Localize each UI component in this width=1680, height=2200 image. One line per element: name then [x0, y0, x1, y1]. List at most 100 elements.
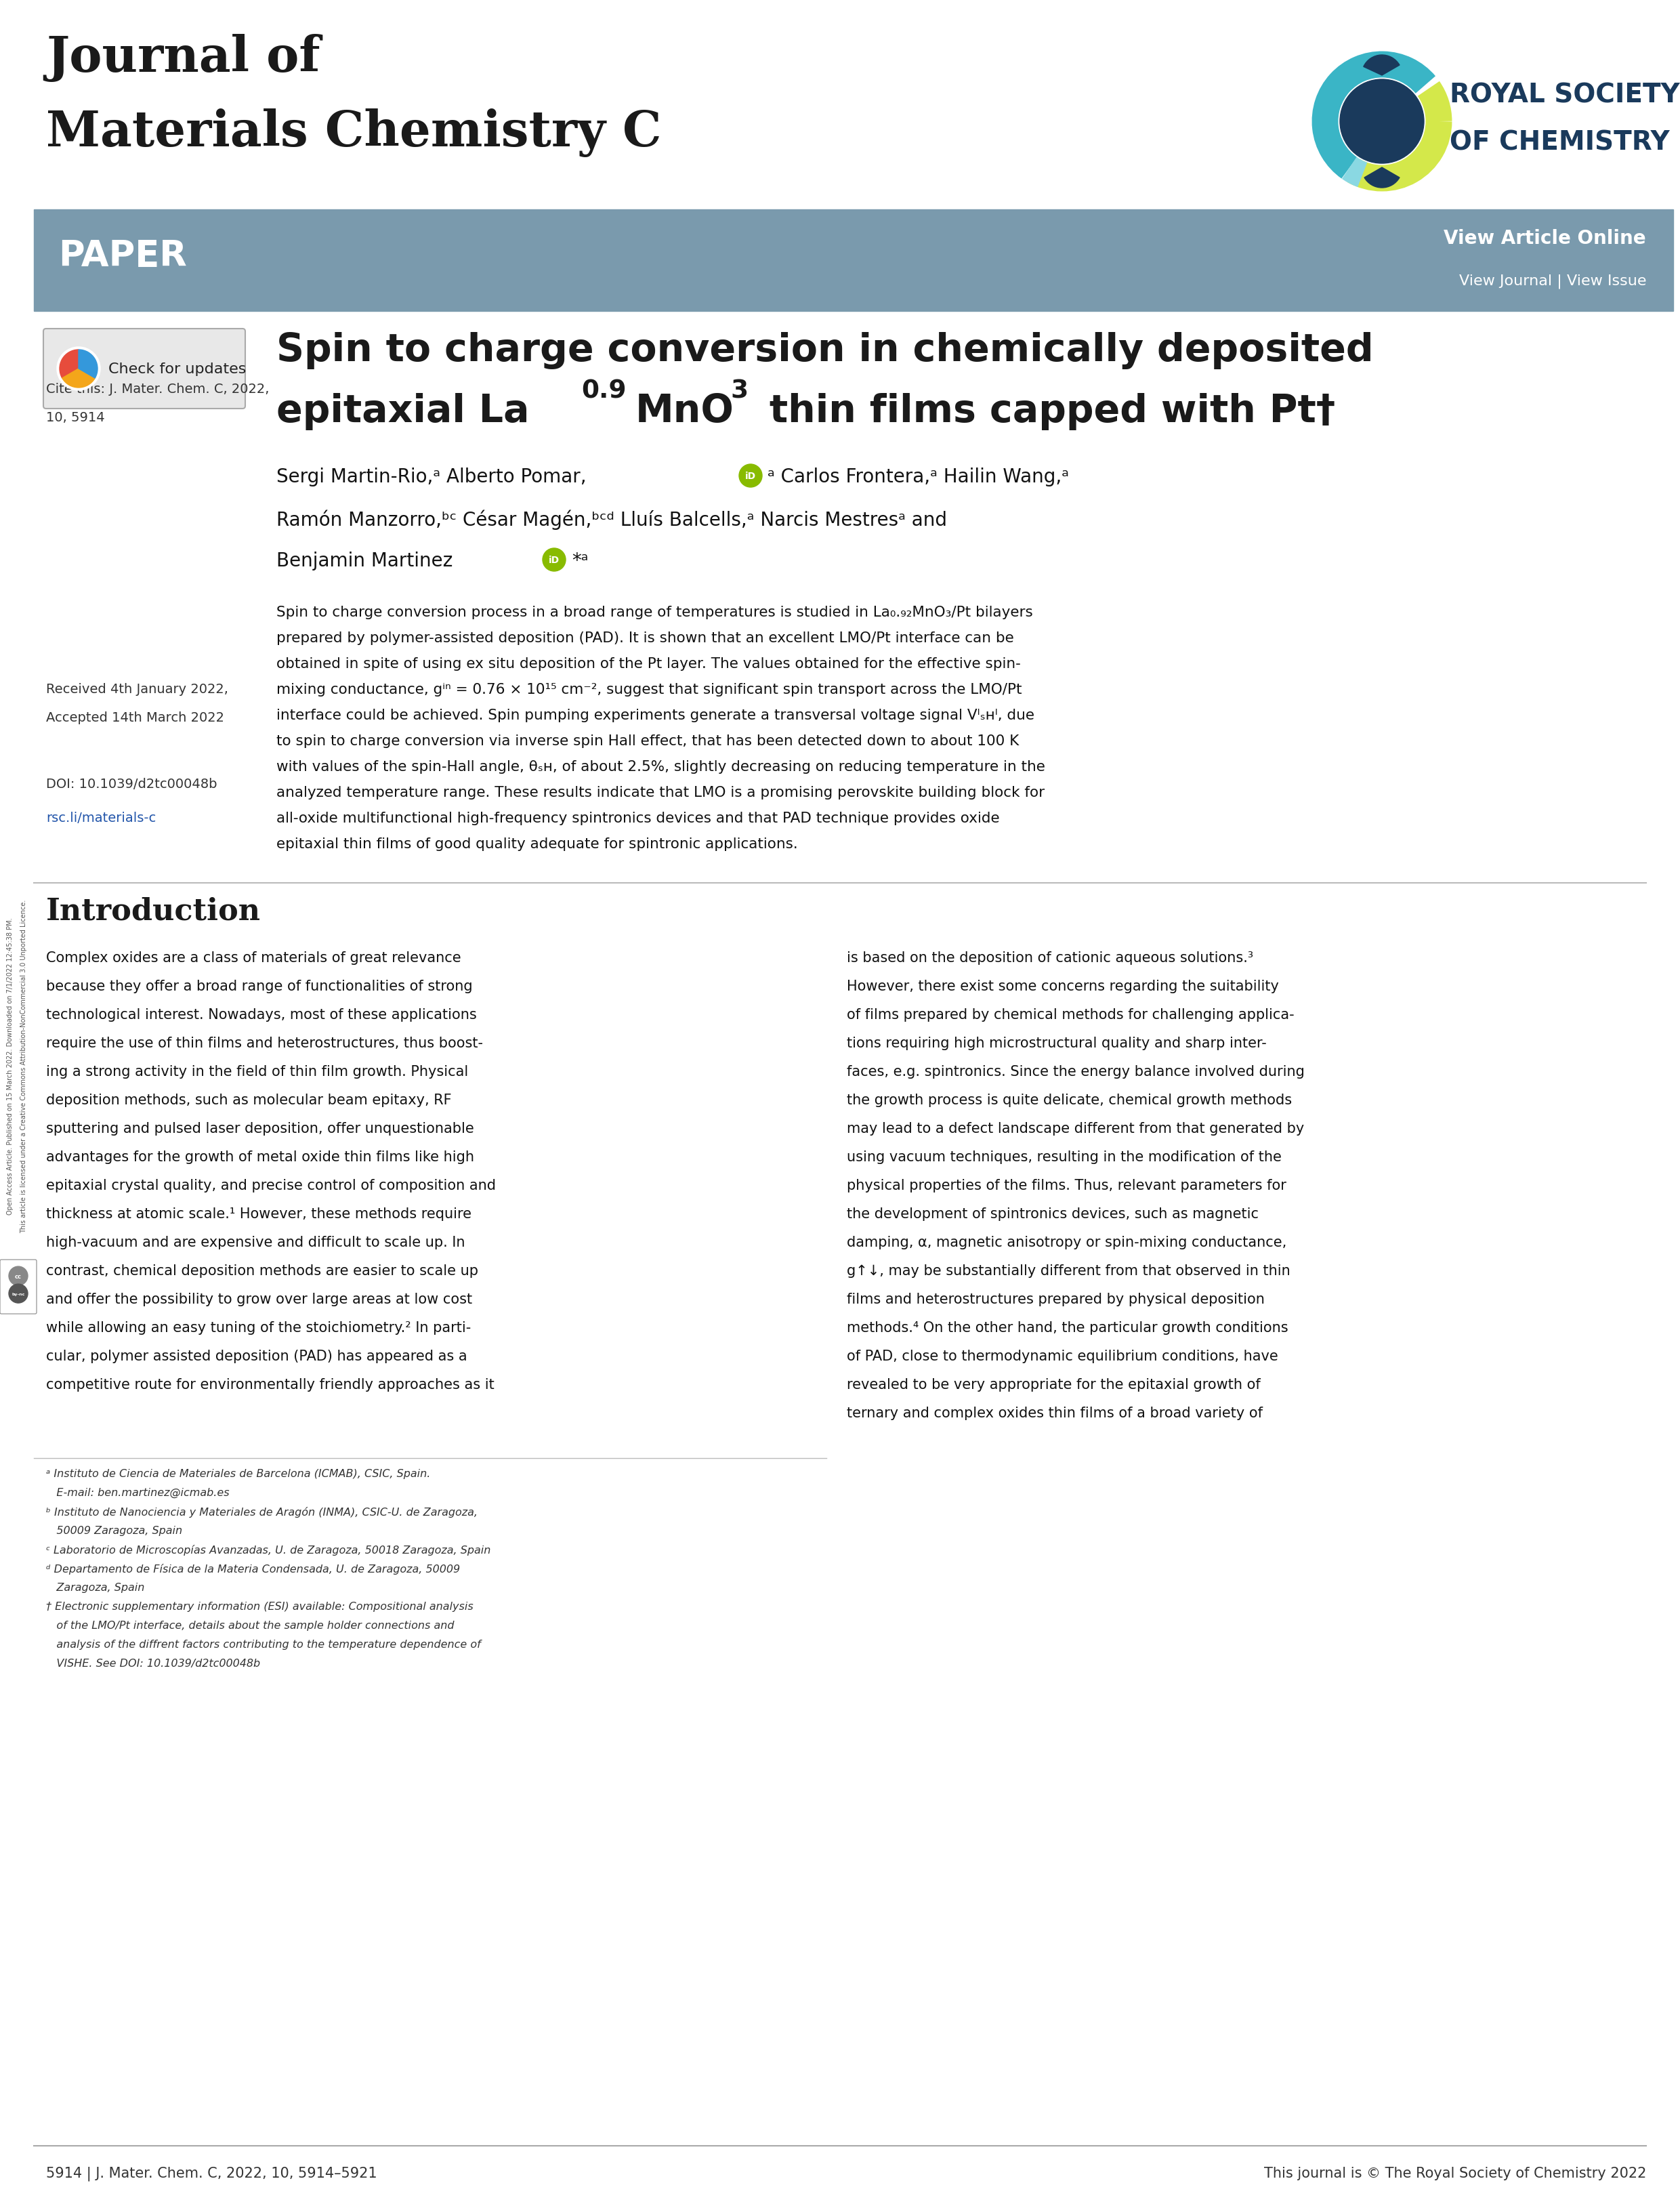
Text: of the LMO/Pt interface, details about the sample holder connections and: of the LMO/Pt interface, details about t… [45, 1619, 454, 1630]
Text: ROYAL SOCIETY: ROYAL SOCIETY [1450, 81, 1680, 108]
Text: and offer the possibility to grow over large areas at low cost: and offer the possibility to grow over l… [45, 1291, 472, 1307]
Text: thickness at atomic scale.¹ However, these methods require: thickness at atomic scale.¹ However, the… [45, 1208, 472, 1221]
Text: Sergi Martin-Rio,ᵃ Alberto Pomar,: Sergi Martin-Rio,ᵃ Alberto Pomar, [277, 466, 586, 486]
Bar [34, 209, 1673, 312]
Text: epitaxial thin films of good quality adequate for spintronic applications.: epitaxial thin films of good quality ade… [277, 838, 798, 851]
Text: Journal of: Journal of [45, 33, 321, 81]
Text: technological interest. Nowadays, most of these applications: technological interest. Nowadays, most o… [45, 1008, 477, 1021]
Text: advantages for the growth of metal oxide thin films like high: advantages for the growth of metal oxide… [45, 1151, 474, 1164]
Wedge shape [79, 350, 97, 378]
Text: interface could be achieved. Spin pumping experiments generate a transversal vol: interface could be achieved. Spin pumpin… [277, 708, 1035, 722]
Text: thin films capped with Pt†: thin films capped with Pt† [756, 394, 1336, 431]
Text: PAPER: PAPER [59, 238, 186, 273]
Text: epitaxial crystal quality, and precise control of composition and: epitaxial crystal quality, and precise c… [45, 1179, 496, 1192]
Text: competitive route for environmentally friendly approaches as it: competitive route for environmentally fr… [45, 1377, 494, 1390]
FancyBboxPatch shape [0, 1261, 37, 1313]
Text: rsc.li/materials-c: rsc.li/materials-c [45, 812, 156, 825]
Text: Check for updates: Check for updates [109, 363, 247, 376]
Text: View Article Online: View Article Online [1443, 229, 1646, 249]
Text: ternary and complex oxides thin films of a broad variety of: ternary and complex oxides thin films of… [847, 1406, 1263, 1419]
Text: ᵃ Instituto de Ciencia de Materiales de Barcelona (ICMAB), CSIC, Spain.: ᵃ Instituto de Ciencia de Materiales de … [45, 1467, 430, 1478]
Text: 10, 5914: 10, 5914 [45, 411, 104, 425]
Text: analyzed temperature range. These results indicate that LMO is a promising perov: analyzed temperature range. These result… [277, 785, 1045, 799]
Text: because they offer a broad range of functionalities of strong: because they offer a broad range of func… [45, 979, 472, 992]
Circle shape [1341, 79, 1425, 165]
Text: all-oxide multifunctional high-frequency spintronics devices and that PAD techni: all-oxide multifunctional high-frequency… [277, 812, 1000, 825]
Text: obtained in spite of using ex situ deposition of the Pt layer. The values obtain: obtained in spite of using ex situ depos… [277, 658, 1021, 671]
Text: physical properties of the films. Thus, relevant parameters for: physical properties of the films. Thus, … [847, 1179, 1287, 1192]
Text: Benjamin Martinez: Benjamin Martinez [277, 552, 459, 570]
Text: using vacuum techniques, resulting in the modification of the: using vacuum techniques, resulting in th… [847, 1151, 1282, 1164]
Text: ᵃ Carlos Frontera,ᵃ Hailin Wang,ᵃ: ᵃ Carlos Frontera,ᵃ Hailin Wang,ᵃ [768, 466, 1068, 486]
Text: Zaragoza, Spain: Zaragoza, Spain [45, 1582, 144, 1593]
Circle shape [57, 348, 101, 392]
Text: ing a strong activity in the field of thin film growth. Physical: ing a strong activity in the field of th… [45, 1065, 469, 1078]
Text: *ᵃ: *ᵃ [571, 552, 588, 570]
Text: VISHE. See DOI: 10.1039/d2tc00048b: VISHE. See DOI: 10.1039/d2tc00048b [45, 1659, 260, 1668]
Text: by-nc: by-nc [12, 1291, 25, 1296]
FancyBboxPatch shape [44, 330, 245, 409]
Text: This article is licensed under a Creative Commons Attribution-NonCommercial 3.0 : This article is licensed under a Creativ… [20, 900, 27, 1232]
Text: Accepted 14th March 2022: Accepted 14th March 2022 [45, 711, 223, 724]
Text: analysis of the diffrent factors contributing to the temperature dependence of: analysis of the diffrent factors contrib… [45, 1639, 480, 1650]
Circle shape [8, 1285, 29, 1302]
Text: films and heterostructures prepared by physical deposition: films and heterostructures prepared by p… [847, 1291, 1265, 1307]
Text: ᶜ Laboratorio de Microscopías Avanzadas, U. de Zaragoza, 50018 Zaragoza, Spain: ᶜ Laboratorio de Microscopías Avanzadas,… [45, 1544, 491, 1555]
Text: g↑↓, may be substantially different from that observed in thin: g↑↓, may be substantially different from… [847, 1265, 1290, 1278]
Text: Open Access Article. Published on 15 March 2022. Downloaded on 7/1/2022 12:45:38: Open Access Article. Published on 15 Mar… [7, 917, 13, 1214]
Text: DOI: 10.1039/d2tc00048b: DOI: 10.1039/d2tc00048b [45, 777, 217, 790]
Text: epitaxial La: epitaxial La [277, 394, 529, 431]
Text: may lead to a defect landscape different from that generated by: may lead to a defect landscape different… [847, 1122, 1304, 1135]
Text: 5914 | J. Mater. Chem. C, 2022, 10, 5914–5921: 5914 | J. Mater. Chem. C, 2022, 10, 5914… [45, 2165, 376, 2180]
Wedge shape [59, 350, 79, 378]
Text: of PAD, close to thermodynamic equilibrium conditions, have: of PAD, close to thermodynamic equilibri… [847, 1349, 1278, 1362]
Text: Complex oxides are a class of materials of great relevance: Complex oxides are a class of materials … [45, 950, 460, 964]
Text: View Journal | View Issue: View Journal | View Issue [1458, 273, 1646, 288]
Wedge shape [1364, 167, 1399, 189]
Text: ᵈ Departamento de Física de la Materia Condensada, U. de Zaragoza, 50009: ᵈ Departamento de Física de la Materia C… [45, 1564, 460, 1575]
Text: deposition methods, such as molecular beam epitaxy, RF: deposition methods, such as molecular be… [45, 1093, 452, 1107]
Text: E-mail: ben.martinez@icmab.es: E-mail: ben.martinez@icmab.es [45, 1487, 230, 1498]
Circle shape [739, 464, 763, 488]
Text: revealed to be very appropriate for the epitaxial growth of: revealed to be very appropriate for the … [847, 1377, 1260, 1390]
Text: faces, e.g. spintronics. Since the energy balance involved during: faces, e.g. spintronics. Since the energ… [847, 1065, 1305, 1078]
Text: require the use of thin films and heterostructures, thus boost-: require the use of thin films and hetero… [45, 1036, 484, 1049]
Circle shape [543, 548, 566, 572]
Text: Ramón Manzorro,ᵇᶜ César Magén,ᵇᶜᵈ Lluís Balcells,ᵃ Narcis Mestresᵃ and: Ramón Manzorro,ᵇᶜ César Magén,ᵇᶜᵈ Lluís … [277, 510, 948, 530]
Text: of films prepared by chemical methods for challenging applica-: of films prepared by chemical methods fo… [847, 1008, 1294, 1021]
Text: contrast, chemical deposition methods are easier to scale up: contrast, chemical deposition methods ar… [45, 1265, 479, 1278]
Text: the growth process is quite delicate, chemical growth methods: the growth process is quite delicate, ch… [847, 1093, 1292, 1107]
Text: Spin to charge conversion process in a broad range of temperatures is studied in: Spin to charge conversion process in a b… [277, 605, 1033, 618]
Circle shape [8, 1267, 29, 1285]
Text: † Electronic supplementary information (ESI) available: Compositional analysis: † Electronic supplementary information (… [45, 1602, 474, 1610]
Wedge shape [62, 370, 96, 387]
Text: is based on the deposition of cationic aqueous solutions.³: is based on the deposition of cationic a… [847, 950, 1253, 964]
Text: 0.9: 0.9 [581, 378, 627, 403]
Text: with values of the spin-Hall angle, θₛʜ, of about 2.5%, slightly decreasing on r: with values of the spin-Hall angle, θₛʜ,… [277, 759, 1045, 774]
Text: 50009 Zaragoza, Spain: 50009 Zaragoza, Spain [45, 1525, 183, 1536]
Text: cc: cc [15, 1274, 22, 1278]
Text: damping, α, magnetic anisotropy or spin-mixing conductance,: damping, α, magnetic anisotropy or spin-… [847, 1236, 1287, 1250]
Text: Introduction: Introduction [45, 898, 260, 926]
Text: methods.⁴ On the other hand, the particular growth conditions: methods.⁴ On the other hand, the particu… [847, 1320, 1289, 1335]
Text: to spin to charge conversion via inverse spin Hall effect, that has been detecte: to spin to charge conversion via inverse… [277, 735, 1020, 748]
Text: However, there exist some concerns regarding the suitability: However, there exist some concerns regar… [847, 979, 1278, 992]
Text: OF CHEMISTRY: OF CHEMISTRY [1450, 130, 1670, 156]
Text: iD: iD [746, 471, 756, 482]
Text: high-vacuum and are expensive and difficult to scale up. In: high-vacuum and are expensive and diffic… [45, 1236, 465, 1250]
Text: Cite this: J. Mater. Chem. C, 2022,: Cite this: J. Mater. Chem. C, 2022, [45, 383, 269, 396]
Text: Received 4th January 2022,: Received 4th January 2022, [45, 682, 228, 695]
Text: mixing conductance, gⁱⁿ = 0.76 × 10¹⁵ cm⁻², suggest that significant spin transp: mixing conductance, gⁱⁿ = 0.76 × 10¹⁵ cm… [277, 682, 1021, 697]
Text: prepared by polymer-assisted deposition (PAD). It is shown that an excellent LMO: prepared by polymer-assisted deposition … [277, 631, 1015, 645]
Text: Spin to charge conversion in chemically deposited: Spin to charge conversion in chemically … [277, 332, 1374, 370]
Text: iD: iD [549, 554, 559, 565]
Text: sputtering and pulsed laser deposition, offer unquestionable: sputtering and pulsed laser deposition, … [45, 1122, 474, 1135]
Text: cular, polymer assisted deposition (PAD) has appeared as a: cular, polymer assisted deposition (PAD)… [45, 1349, 467, 1362]
Text: while allowing an easy tuning of the stoichiometry.² In parti-: while allowing an easy tuning of the sto… [45, 1320, 470, 1335]
Wedge shape [1364, 55, 1399, 75]
Text: tions requiring high microstructural quality and sharp inter-: tions requiring high microstructural qua… [847, 1036, 1267, 1049]
Text: Materials Chemistry C: Materials Chemistry C [45, 108, 662, 156]
Bar [0, 2145, 1680, 2200]
Text: the development of spintronics devices, such as magnetic: the development of spintronics devices, … [847, 1208, 1258, 1221]
Text: MnO: MnO [635, 394, 734, 431]
